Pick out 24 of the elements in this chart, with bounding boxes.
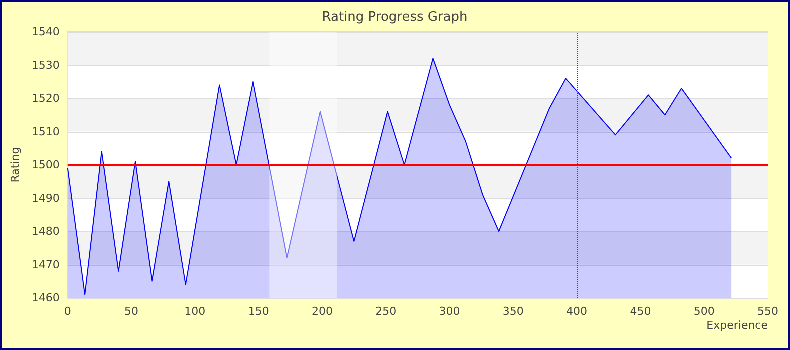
y-tick-label: 1500 (32, 158, 60, 172)
chart-title: Rating Progress Graph (322, 10, 468, 25)
x-tick-label: 150 (248, 305, 270, 318)
y-tick-label: 1470 (32, 258, 60, 272)
x-tick-label: 250 (376, 305, 397, 318)
x-tick-label: 50 (124, 305, 139, 318)
y-axis-title: Rating (9, 147, 22, 183)
y-tick-label: 1540 (32, 26, 60, 38)
x-tick-label: 0 (64, 305, 72, 318)
y-tick-label: 1480 (32, 225, 60, 238)
y-tick-label: 1520 (32, 92, 60, 105)
x-axis-title: Experience (706, 319, 768, 332)
x-tick-label: 200 (312, 305, 333, 318)
x-tick-label: 500 (694, 305, 715, 318)
x-tick-label: 100 (184, 305, 206, 318)
x-tick-label: 300 (439, 305, 460, 318)
x-tick-label: 400 (566, 305, 588, 318)
y-tick-label: 1490 (32, 192, 60, 205)
y-tick-label: 1530 (32, 58, 60, 72)
x-tick-label: 350 (502, 305, 524, 318)
x-tick-label: 450 (630, 305, 652, 318)
x-tick-label: 550 (758, 305, 778, 318)
y-tick-label: 1510 (32, 125, 60, 138)
y-tick-label: 1460 (32, 292, 60, 304)
